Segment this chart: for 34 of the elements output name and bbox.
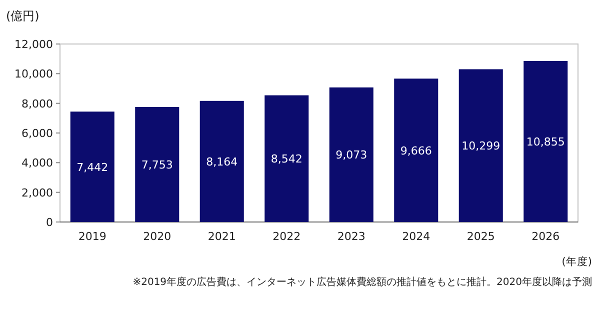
data-label: 9,666: [400, 144, 432, 158]
text: ※2019年度の広告費は、インターネット広告媒体費総額の推計値をもとに推計。2020年度以降は予測: [132, 276, 592, 288]
y-axis-title: (億円): [6, 9, 40, 23]
bar: [264, 95, 309, 222]
data-label: 7,442: [76, 160, 108, 174]
y-tick-label: 2,000: [22, 186, 53, 200]
y-tick-label: 0: [46, 216, 53, 229]
y-tick-label: 4,000: [22, 156, 53, 170]
bar: [394, 78, 438, 222]
x-tick-label: 2025: [466, 230, 495, 243]
data-label: 9,073: [336, 148, 368, 162]
data-label: 8,164: [206, 155, 238, 168]
x-tick-label: 2020: [143, 230, 172, 243]
bar: [200, 100, 244, 222]
data-label: 8,542: [270, 152, 302, 166]
bar: [70, 112, 114, 222]
bar: [458, 69, 503, 222]
x-tick-label: 2026: [532, 230, 560, 243]
data-label: 10,299: [462, 140, 500, 153]
y-tick-label: 8,000: [22, 97, 53, 110]
y-tick-label: 6,000: [22, 127, 53, 140]
bar: [524, 60, 568, 222]
x-tick-label: 2023: [337, 230, 366, 243]
data-label: 7,753: [141, 158, 173, 172]
x-tick-label: 2022: [272, 230, 301, 243]
bar: [135, 106, 180, 222]
x-tick-label: 2024: [402, 230, 430, 243]
y-tick-label: 10,000: [14, 68, 53, 81]
data-label: 10,855: [526, 135, 565, 148]
bar: [329, 87, 374, 222]
x-tick-label: 2019: [78, 230, 106, 243]
x-tick-label: 2021: [208, 230, 236, 243]
x-axis-title: (年度): [562, 255, 592, 268]
y-tick-label: 12,000: [14, 38, 53, 51]
